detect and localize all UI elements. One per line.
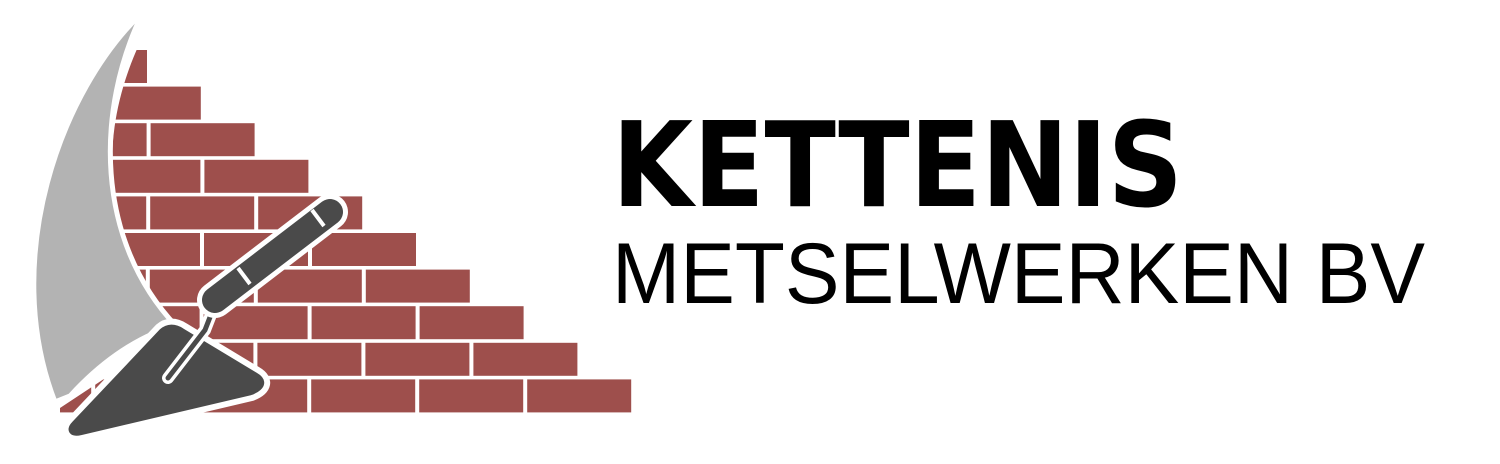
handle-ring: [310, 208, 326, 228]
trowel-neck: [165, 309, 215, 381]
brick: [257, 342, 362, 376]
brick: [0, 123, 39, 156]
brick: [527, 379, 632, 413]
brick: [204, 159, 309, 193]
handle: [202, 199, 343, 313]
brick: [0, 50, 39, 83]
company-tagline: METSELWERKEN BV: [612, 226, 1425, 322]
brick: [311, 379, 416, 413]
company-name: KETTENIS: [612, 96, 1183, 234]
brick: [150, 196, 255, 230]
brick: [0, 343, 37, 376]
brick: [419, 379, 524, 413]
brick: [365, 269, 470, 303]
trowel: [62, 194, 348, 442]
swoosh: [31, 10, 181, 406]
brick: [150, 123, 255, 157]
brick: [0, 196, 38, 229]
brick: [473, 342, 578, 376]
brick: [365, 342, 470, 376]
handle-ring: [236, 266, 252, 286]
brick: [312, 233, 416, 266]
brick: [311, 306, 416, 340]
brick: [419, 306, 524, 340]
